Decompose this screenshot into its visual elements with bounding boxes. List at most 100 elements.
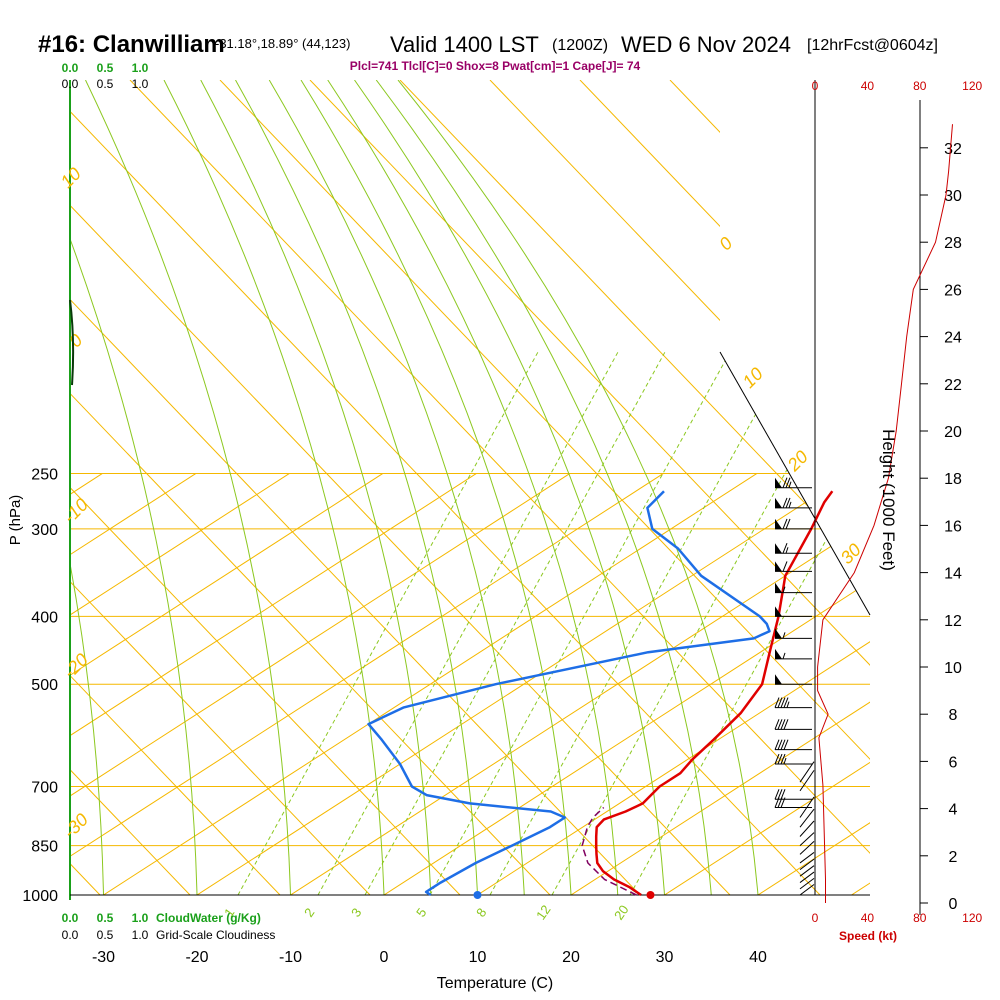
- cloudiness-tick-top: 1.0: [132, 77, 149, 91]
- cloudwater-trace: [69, 299, 75, 386]
- wind-barb-half-feather: [788, 481, 792, 488]
- isotherm-line: [70, 473, 571, 797]
- wind-barb-feather: [780, 789, 786, 800]
- speed-tick-top: 120: [962, 79, 982, 93]
- cloudiness-tick-bottom: 1.0: [132, 928, 149, 942]
- cloudiness-title: Grid-Scale Cloudiness: [156, 928, 275, 942]
- mixing-ratio-line: [489, 351, 791, 895]
- wind-barb: [775, 674, 812, 685]
- height-tick-label: 26: [944, 282, 962, 299]
- wind-barb-feather: [777, 789, 783, 800]
- speed-tick-top: 0: [812, 79, 819, 93]
- mixing-ratio-label: 20: [611, 902, 632, 922]
- wind-barb-feather: [777, 719, 783, 730]
- pressure-tick-label: 250: [31, 466, 58, 483]
- speed-tick-top: 80: [913, 79, 927, 93]
- wind-barb-shaft: [799, 841, 815, 855]
- height-tick-label: 14: [944, 566, 962, 583]
- station-coords: -31.18°,18.89° (44,123): [215, 36, 350, 51]
- pressure-tick-label: 400: [31, 609, 58, 626]
- wind-barb-shaft: [799, 820, 815, 837]
- mixing-ratio-label: 12: [533, 902, 554, 922]
- moist-adiabat-line: [235, 80, 478, 895]
- valid-time: Valid 1400 LST: [390, 32, 539, 57]
- wind-barb: [774, 697, 812, 709]
- mixing-ratio-lines: [237, 351, 870, 895]
- pressure-tick-label: 700: [31, 780, 58, 797]
- wind-barb-half-feather: [785, 547, 789, 554]
- cloudwater-tick-top: 0.0: [62, 61, 79, 75]
- isotherm-line: [70, 473, 197, 556]
- mixing-ratio-line: [429, 351, 731, 895]
- dry-adiabat-line: [70, 580, 371, 895]
- wind-barb-feather: [782, 477, 788, 488]
- height-tick-label: 6: [949, 754, 958, 771]
- cloudwater-tick-top: 0.5: [97, 61, 114, 75]
- dry-adiabat-line: [70, 204, 731, 895]
- height-tick-label: 4: [949, 802, 958, 819]
- wind-barb: [799, 808, 815, 828]
- wind-barb: [799, 865, 815, 877]
- wind-barb: [775, 606, 812, 617]
- wind-barb: [799, 852, 815, 864]
- wind-barb: [775, 497, 812, 509]
- moist-adiabat-lines: [70, 80, 759, 895]
- wind-barb-flag: [775, 561, 782, 572]
- wind-barb: [799, 884, 815, 896]
- moist-adiabat-line: [300, 80, 572, 895]
- moist-adiabat-line: [375, 80, 712, 895]
- wind-barb-flag: [775, 628, 782, 639]
- wind-barb-flag: [775, 674, 782, 685]
- speed-tick-bottom: 0: [812, 911, 819, 925]
- wind-barb-feather: [774, 789, 780, 800]
- mask-edge: [719, 351, 871, 616]
- wind-barb-flag: [775, 477, 782, 488]
- wind-barb: [775, 561, 812, 572]
- moist-adiabat-line: [85, 80, 291, 895]
- moist-adiabat-line: [70, 237, 198, 895]
- isotherm-line: [70, 473, 477, 737]
- height-axis-title: Height (1000 Feet): [879, 429, 898, 571]
- wind-barb-feather: [780, 739, 786, 750]
- wind-barb-half-feather: [782, 652, 786, 660]
- speed-tick-bottom: 80: [913, 911, 927, 925]
- isotherm-line: [196, 473, 851, 895]
- wind-barb-shaft: [799, 832, 815, 846]
- wind-barb-shaft: [799, 871, 815, 883]
- dry-adiabat-line: [309, 80, 870, 666]
- wind-barb: [799, 877, 815, 890]
- wind-barb-feather: [783, 719, 789, 730]
- wind-barb-feather: [782, 543, 788, 554]
- height-tick-label: 32: [944, 141, 962, 158]
- wind-barb-feather: [777, 753, 783, 765]
- wind-barb-flag: [775, 497, 782, 508]
- wind-barb-shaft: [799, 858, 815, 871]
- temperature-tick-label: -10: [279, 949, 302, 966]
- wind-barb-half-feather: [786, 701, 790, 708]
- wind-barb: [799, 858, 815, 871]
- moist-adiabat-line: [200, 80, 432, 895]
- y-axis-title: P (hPa): [7, 495, 24, 546]
- pressure-tick-label: 850: [31, 839, 58, 856]
- wind-barb-feather: [780, 753, 786, 765]
- temperature-tick-label: 40: [749, 949, 767, 966]
- wind-barb-shaft: [799, 884, 815, 896]
- surface-dewpoint-dot: [473, 891, 482, 899]
- wind-barb-feather: [774, 739, 780, 750]
- wind-barb-feather: [774, 697, 780, 708]
- moist-adiabat-line: [397, 80, 759, 895]
- wind-barb: [799, 871, 815, 883]
- wind-barb: [774, 753, 812, 765]
- wind-barb-feather: [785, 497, 791, 509]
- moist-adiabat-line: [268, 80, 525, 895]
- surface-temperature-dot: [646, 891, 655, 899]
- isotherm-line: [70, 473, 384, 676]
- height-tick-label: 16: [944, 518, 962, 535]
- wind-barb-feather: [774, 753, 780, 765]
- moist-adiabat-line: [354, 80, 665, 895]
- height-tick-label: 8: [949, 707, 958, 724]
- wind-barb-shaft: [799, 808, 815, 828]
- wind-barb-flag: [775, 543, 782, 554]
- dry-adiabat-line: [219, 80, 870, 760]
- wind-barb: [799, 841, 815, 855]
